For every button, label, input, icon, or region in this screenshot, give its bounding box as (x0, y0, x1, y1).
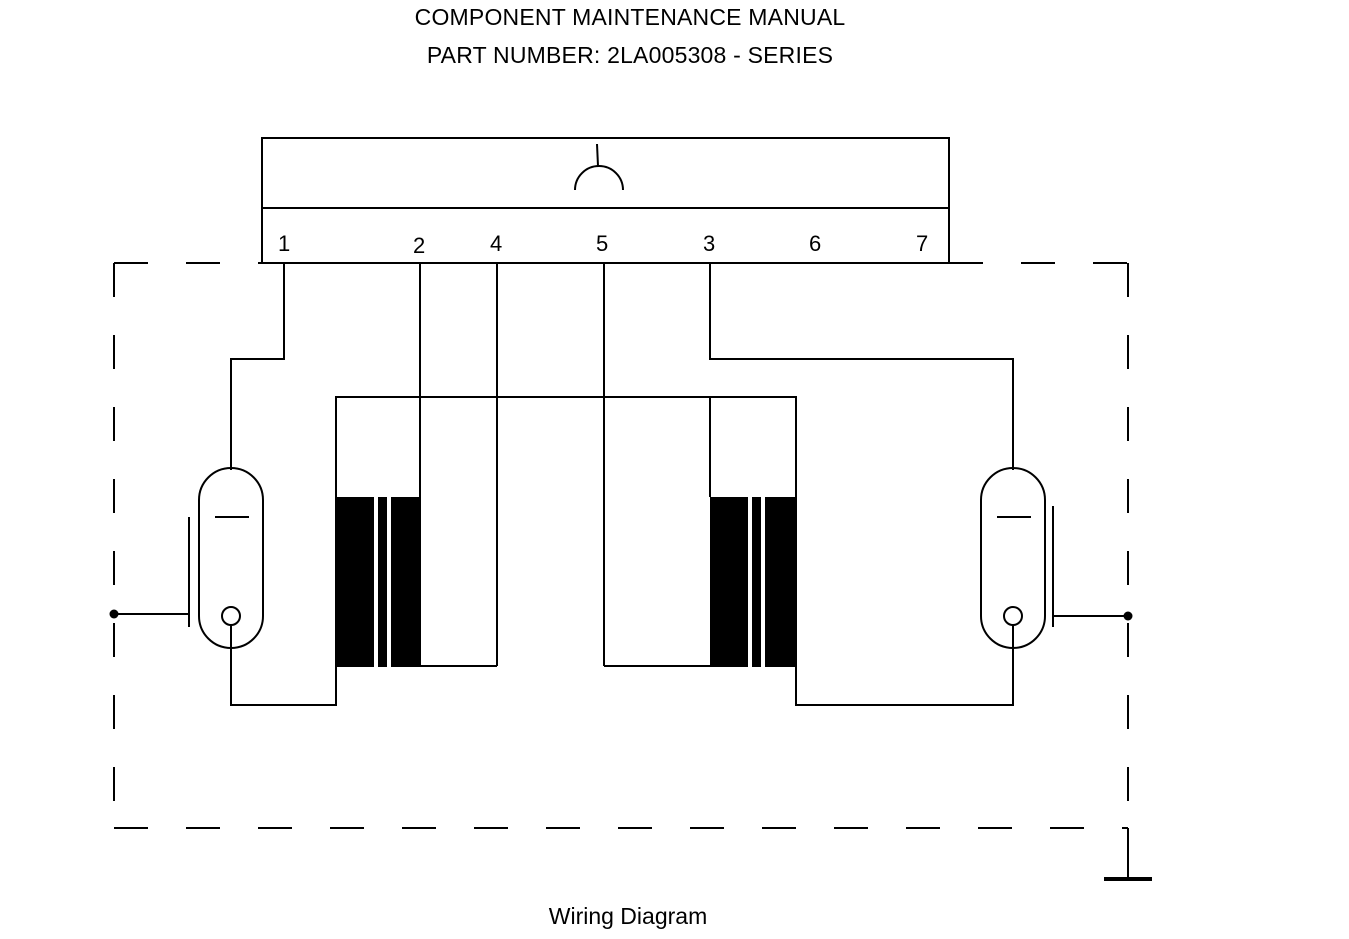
pin-label: 4 (490, 231, 502, 256)
left-sensor-element (114, 467, 264, 649)
right-sensor-element (980, 467, 1128, 649)
connector-key-symbol (574, 165, 624, 191)
diagram-caption: Wiring Diagram (548, 903, 708, 929)
wire-left-return (230, 625, 337, 706)
pin-label: 3 (703, 231, 715, 256)
pin-label: 7 (916, 231, 928, 256)
connector-block (261, 137, 950, 264)
right-terminal-dot (1123, 611, 1133, 621)
manual-title: COMPONENT MAINTENANCE MANUAL (414, 4, 846, 30)
part-number: PART NUMBER: 2LA005308 - SERIES (426, 42, 834, 68)
wire-right-return (795, 625, 1014, 706)
pin-label: 1 (278, 231, 290, 256)
left-coil-winding (336, 497, 421, 667)
right-coil-winding (710, 497, 796, 667)
ground-symbol (1104, 828, 1152, 881)
wire-pin-1 (230, 263, 285, 470)
right-sensor-contact (1003, 606, 1023, 626)
connector-pin-labels: 1 2 4 5 3 6 7 (278, 231, 928, 258)
left-terminal-dot (109, 609, 119, 619)
pin-label: 5 (596, 231, 608, 256)
pin-label: 2 (413, 233, 425, 258)
left-sensor-contact (221, 606, 241, 626)
wiring (230, 263, 1014, 706)
wire-pin-3 (709, 263, 1014, 470)
pin-label: 6 (809, 231, 821, 256)
enclosure-boundary (113, 262, 1129, 829)
